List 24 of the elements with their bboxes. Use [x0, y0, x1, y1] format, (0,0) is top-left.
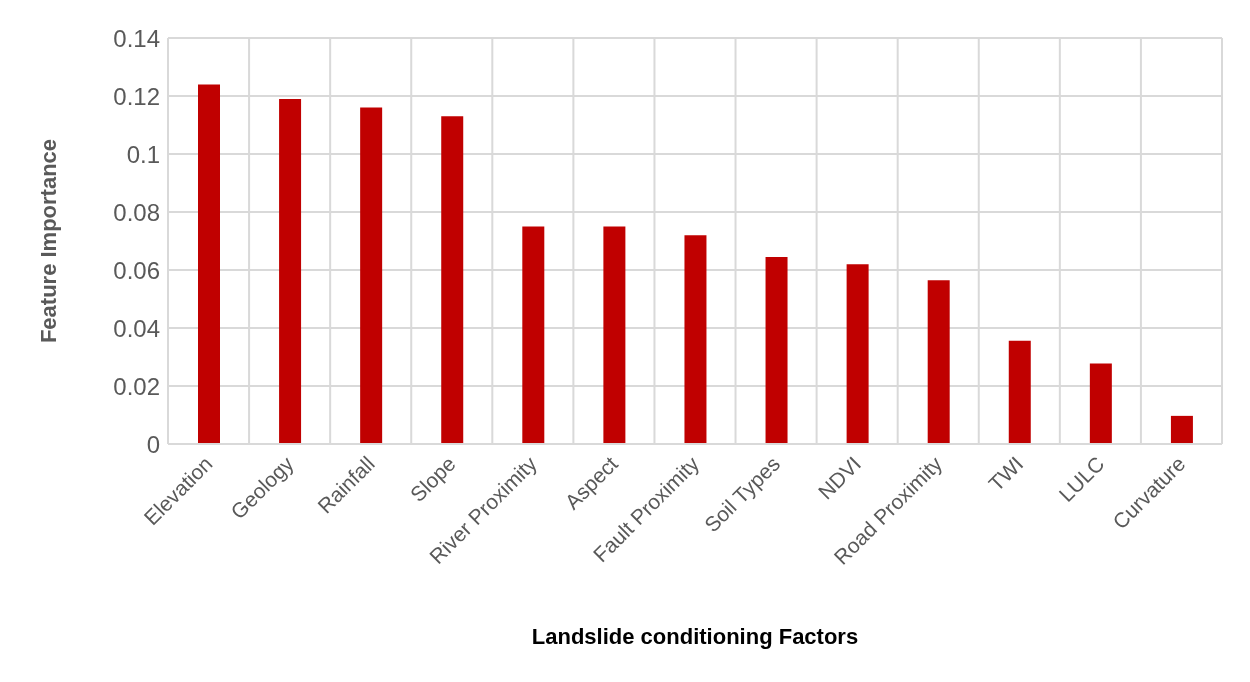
y-tick-label: 0.1 [126, 140, 160, 168]
bar [927, 280, 950, 444]
y-tick-label: 0.14 [113, 24, 160, 52]
y-tick-label: 0.06 [113, 256, 160, 284]
y-axis-title: Feature Importance [35, 138, 61, 344]
bar [846, 264, 869, 444]
bar [198, 84, 220, 444]
bar [441, 116, 464, 444]
bar [360, 107, 383, 444]
y-tick-label: 0.12 [113, 82, 160, 110]
bar [522, 226, 545, 444]
bar [279, 98, 302, 444]
bar [684, 235, 707, 444]
y-tick-label: 0.04 [113, 314, 160, 342]
bar [1089, 363, 1112, 444]
bar [1008, 340, 1031, 444]
bar [765, 256, 788, 444]
y-tick-label: 0.08 [113, 198, 160, 226]
y-tick-label: 0 [146, 430, 160, 458]
bar [603, 226, 626, 444]
x-axis-title: Landslide conditioning Factors [531, 624, 859, 649]
y-tick-label: 0.02 [113, 372, 160, 400]
x-tick-label: TWI [983, 451, 1028, 496]
bar [1170, 415, 1193, 444]
